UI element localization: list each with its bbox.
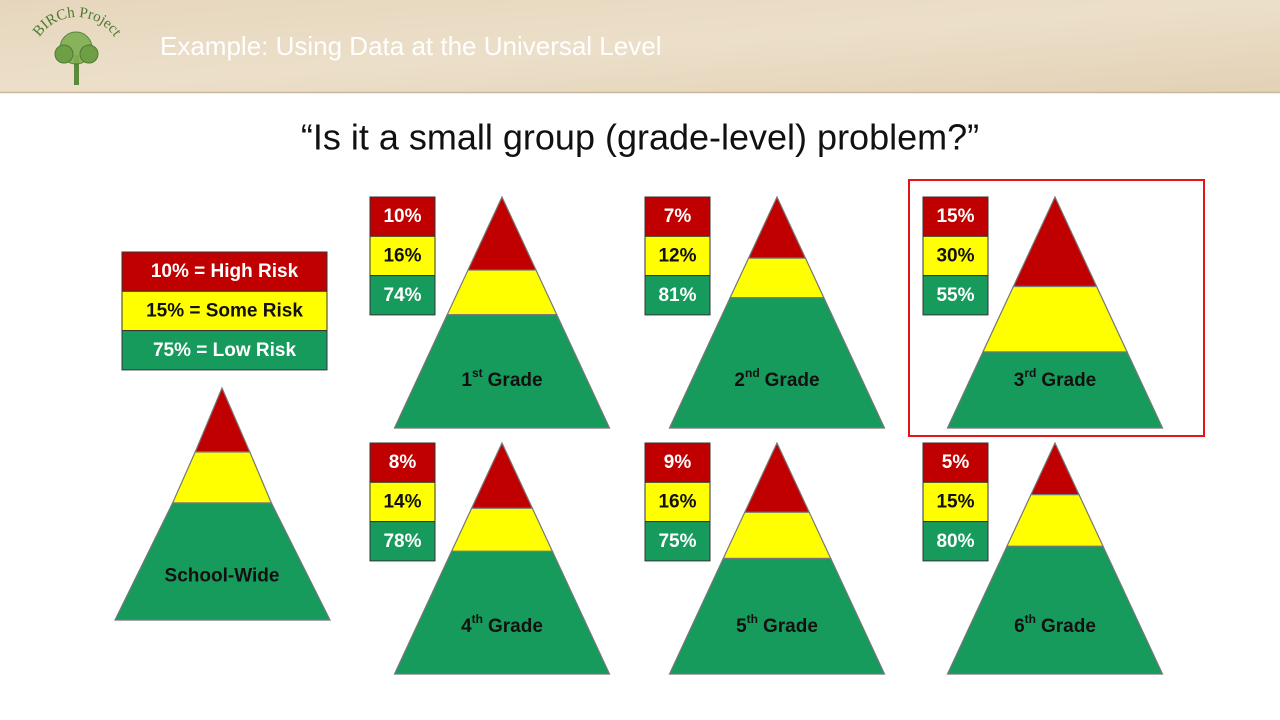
school-wide-label: School-Wide [165, 566, 280, 587]
grade-suffix: rd [1024, 366, 1036, 380]
percent-label: 16% [383, 245, 421, 266]
percent-box [644, 481, 711, 523]
highlight-frame [908, 179, 1205, 437]
pyramid-band [946, 545, 1164, 675]
pyramid-band [668, 557, 886, 675]
pyramid-band [1012, 195, 1098, 288]
grade-word: Grade [763, 616, 818, 637]
percent-label: 8% [389, 452, 417, 473]
grade-label: 1st Grade [461, 366, 542, 391]
percent-label: 7% [664, 206, 692, 227]
legend-swatch [121, 330, 328, 371]
percent-label: 5% [942, 452, 970, 473]
pyramid-band [722, 511, 832, 560]
pyramid-band [743, 441, 811, 513]
legend-swatch [121, 251, 328, 292]
percent-label: 14% [383, 491, 421, 512]
pyramid-band [1005, 494, 1105, 547]
grade-number: 5 [736, 616, 747, 637]
grade-label: 4th Grade [461, 612, 543, 637]
grade-number: 6 [1014, 616, 1025, 637]
percent-label: 10% [383, 206, 421, 227]
grade-number: 3 [1014, 370, 1025, 391]
grade-label: 5th Grade [736, 612, 818, 637]
grade-suffix: th [1025, 612, 1036, 626]
pyramid-band [946, 351, 1164, 429]
percent-label: 75% [658, 531, 696, 552]
pyramid-band [747, 195, 807, 259]
percent-box [644, 275, 711, 316]
grade-number: 2 [734, 370, 745, 391]
percent-label: 12% [658, 245, 696, 266]
pyramid-band [981, 285, 1129, 353]
grade-word: Grade [765, 370, 820, 391]
pyramid-band [470, 441, 534, 509]
grade-label: 2nd Grade [734, 366, 819, 391]
grade-word: Grade [488, 370, 543, 391]
grade-suffix: st [472, 366, 483, 380]
percent-box [369, 521, 436, 562]
legend-swatch [121, 290, 328, 332]
header-bar [0, 0, 1280, 92]
percent-label: 81% [658, 285, 696, 306]
grade-word: Grade [1041, 616, 1096, 637]
pyramid-band [450, 507, 554, 552]
grade-number: 4 [461, 616, 472, 637]
percent-box [922, 521, 989, 562]
percent-box [922, 235, 989, 277]
percent-label: 16% [658, 491, 696, 512]
percent-box [644, 521, 711, 562]
question: “Is it a small group (grade-level) probl… [301, 117, 979, 158]
percent-box [922, 442, 989, 483]
percent-label: 55% [936, 285, 974, 306]
grade-suffix: th [472, 612, 483, 626]
percent-label: 15% [936, 206, 974, 227]
school-wide-pyramid [114, 386, 331, 621]
pyramid-band [393, 314, 611, 429]
percent-label: 78% [383, 531, 421, 552]
logo-tree [54, 31, 99, 85]
pyramid-band [729, 257, 825, 299]
percent-label: 9% [664, 452, 692, 473]
percent-label: 15% [936, 491, 974, 512]
percent-box [922, 275, 989, 316]
header-title: Example: Using Data at the Universal Lev… [160, 31, 661, 61]
percent-label: 30% [936, 245, 974, 266]
grade-suffix: nd [745, 366, 760, 380]
percent-label: 80% [936, 531, 974, 552]
percent-box [369, 275, 436, 316]
pyramid-band [1030, 441, 1080, 496]
pyramid-band [668, 297, 886, 429]
legend-item: 15% = Some Risk [146, 300, 303, 321]
percent-box [644, 235, 711, 277]
percent-box [644, 196, 711, 237]
grade-label: 6th Grade [1014, 612, 1096, 637]
percent-box [644, 442, 711, 483]
percent-label: 74% [383, 285, 421, 306]
pyramid-band [446, 269, 558, 316]
grade-number: 1 [461, 370, 472, 391]
pyramid-band [393, 550, 611, 675]
legend-item: 75% = Low Risk [153, 340, 297, 361]
grade-label: 3rd Grade [1014, 366, 1097, 391]
grade-suffix: th [747, 612, 758, 626]
legend-item: 10% = High Risk [151, 261, 299, 282]
grade-word: Grade [1041, 370, 1096, 391]
percent-box [369, 442, 436, 483]
grade-word: Grade [488, 616, 543, 637]
pyramid-band [467, 195, 537, 271]
